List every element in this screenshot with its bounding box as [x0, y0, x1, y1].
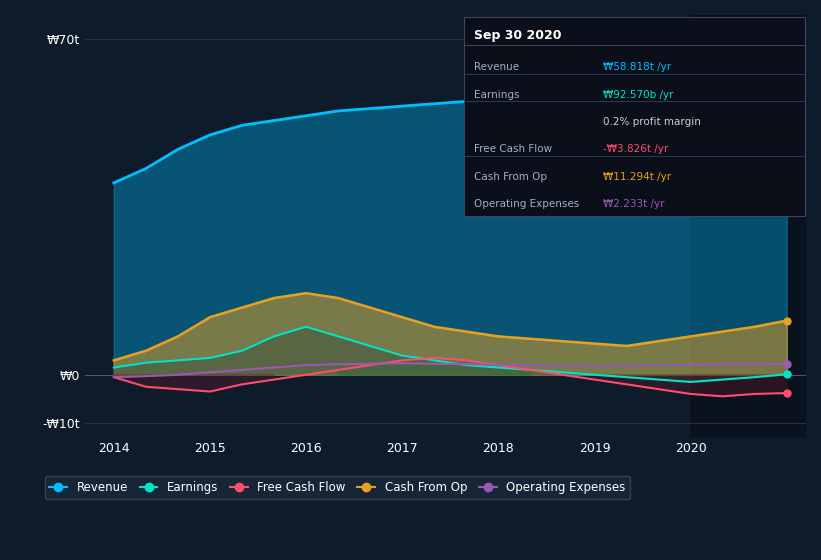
Text: ₩11.294t /yr: ₩11.294t /yr	[603, 172, 672, 182]
Bar	[690, 15, 806, 437]
Text: Operating Expenses: Operating Expenses	[474, 199, 579, 209]
Text: 0.2% profit margin: 0.2% profit margin	[603, 117, 701, 127]
Text: Cash From Op: Cash From Op	[474, 172, 547, 182]
Legend: Revenue, Earnings, Free Cash Flow, Cash From Op, Operating Expenses: Revenue, Earnings, Free Cash Flow, Cash …	[44, 477, 630, 499]
Text: Free Cash Flow: Free Cash Flow	[474, 144, 552, 155]
Text: ₩92.570b /yr: ₩92.570b /yr	[603, 90, 674, 100]
Text: Sep 30 2020: Sep 30 2020	[474, 29, 562, 42]
Text: Revenue: Revenue	[474, 62, 519, 72]
Text: -₩3.826t /yr: -₩3.826t /yr	[603, 144, 668, 155]
Text: ₩58.818t /yr: ₩58.818t /yr	[603, 62, 672, 72]
Text: ₩2.233t /yr: ₩2.233t /yr	[603, 199, 665, 209]
Text: Earnings: Earnings	[474, 90, 519, 100]
